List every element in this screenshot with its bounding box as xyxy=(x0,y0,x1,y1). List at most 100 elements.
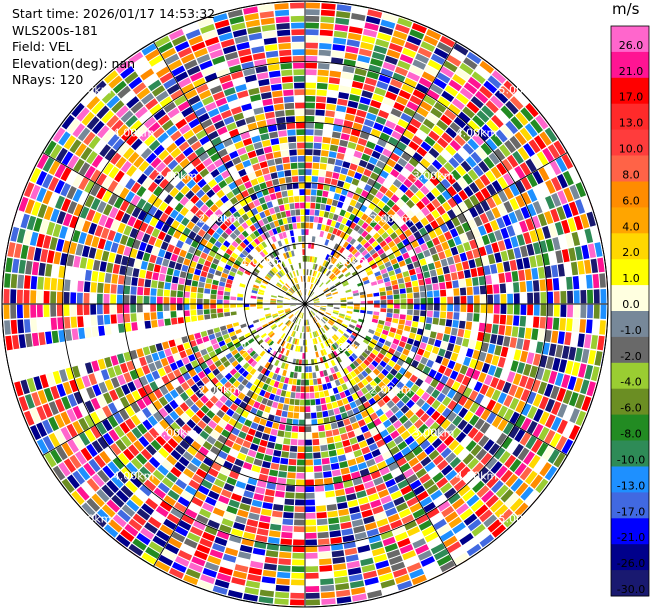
velocity-cell xyxy=(323,287,329,292)
velocity-cell xyxy=(357,103,369,112)
velocity-cell xyxy=(212,184,221,194)
velocity-cell xyxy=(170,89,184,101)
velocity-cell xyxy=(463,356,471,367)
velocity-cell xyxy=(484,222,493,234)
velocity-cell xyxy=(390,519,403,530)
velocity-cell xyxy=(295,109,305,116)
velocity-cell xyxy=(214,19,230,29)
velocity-cell xyxy=(522,257,531,269)
velocity-cell xyxy=(565,233,574,248)
velocity-cell xyxy=(314,278,318,284)
velocity-cell xyxy=(108,402,118,415)
velocity-cell xyxy=(358,159,368,168)
velocity-cell xyxy=(90,397,101,410)
velocity-cell xyxy=(316,505,327,512)
velocity-cell xyxy=(343,120,354,128)
velocity-cell xyxy=(349,135,359,144)
velocity-cell xyxy=(401,83,414,94)
velocity-cell xyxy=(354,68,367,77)
velocity-cell xyxy=(277,171,285,178)
velocity-cell xyxy=(292,243,297,250)
velocity-cell xyxy=(128,444,140,457)
velocity-cell xyxy=(290,344,294,351)
velocity-cell xyxy=(409,374,418,383)
velocity-cell xyxy=(535,228,545,241)
velocity-cell xyxy=(118,275,125,285)
velocity-cell xyxy=(506,225,516,237)
velocity-cell xyxy=(190,384,200,393)
velocity-cell xyxy=(312,445,321,452)
velocity-cell xyxy=(277,306,283,309)
velocity-cell xyxy=(292,271,296,277)
velocity-cell xyxy=(473,313,480,322)
velocity-cell xyxy=(321,457,330,465)
velocity-cell xyxy=(354,428,363,436)
velocity-cell xyxy=(199,537,213,548)
velocity-cell xyxy=(544,465,558,481)
velocity-cell xyxy=(423,95,436,106)
velocity-cell xyxy=(334,24,349,32)
velocity-cell xyxy=(244,525,257,534)
velocity-cell xyxy=(485,170,496,183)
velocity-cell xyxy=(46,221,56,236)
velocity-cell xyxy=(384,364,393,372)
velocity-cell xyxy=(281,325,287,331)
velocity-cell xyxy=(509,397,520,410)
velocity-cell xyxy=(336,245,342,252)
velocity-cell xyxy=(245,580,261,589)
velocity-cell xyxy=(240,131,251,140)
velocity-cell xyxy=(238,431,247,440)
velocity-cell xyxy=(33,376,43,391)
velocity-cell xyxy=(388,42,403,53)
velocity-cell xyxy=(188,562,204,573)
velocity-cell xyxy=(206,345,214,353)
velocity-cell xyxy=(159,72,174,84)
velocity-cell xyxy=(286,217,292,224)
velocity-cell xyxy=(389,184,398,194)
velocity-cell xyxy=(313,465,323,472)
velocity-cell xyxy=(436,194,447,205)
velocity-cell xyxy=(284,102,295,110)
velocity-cell xyxy=(305,373,309,379)
velocity-cell xyxy=(242,159,252,168)
velocity-cell xyxy=(174,95,187,106)
velocity-cell xyxy=(250,560,264,569)
velocity-cell xyxy=(258,243,265,251)
velocity-cell xyxy=(254,387,262,395)
velocity-cell xyxy=(490,461,503,474)
velocity-cell xyxy=(103,294,110,304)
velocity-cell xyxy=(145,354,154,364)
velocity-cell xyxy=(584,334,592,349)
velocity-cell xyxy=(130,494,144,507)
velocity-cell xyxy=(305,412,311,419)
velocity-cell xyxy=(366,458,376,467)
velocity-cell xyxy=(373,433,382,442)
velocity-cell xyxy=(318,384,324,391)
velocity-cell xyxy=(522,339,531,351)
velocity-cell xyxy=(308,372,313,379)
velocity-cell xyxy=(246,235,253,243)
velocity-cell xyxy=(477,225,487,236)
velocity-cell xyxy=(423,118,435,130)
velocity-cell xyxy=(327,510,338,518)
velocity-cell xyxy=(421,391,430,402)
velocity-cell xyxy=(382,329,389,336)
velocity-cell xyxy=(346,253,353,260)
velocity-cell xyxy=(228,256,236,263)
velocity-cell xyxy=(170,253,179,262)
velocity-cell xyxy=(463,198,474,209)
velocity-cell xyxy=(524,327,532,340)
velocity-cell xyxy=(437,137,449,149)
velocity-cell xyxy=(234,35,249,44)
velocity-cell xyxy=(195,468,207,479)
velocity-cell xyxy=(319,210,325,217)
velocity-cell xyxy=(256,301,263,304)
velocity-cell xyxy=(99,144,111,158)
velocity-cell xyxy=(158,407,169,418)
velocity-cell xyxy=(314,392,320,399)
velocity-cell xyxy=(160,430,171,442)
velocity-cell xyxy=(472,277,479,286)
velocity-cell xyxy=(474,203,485,215)
velocity-cell xyxy=(263,299,270,302)
velocity-cell xyxy=(298,319,301,325)
